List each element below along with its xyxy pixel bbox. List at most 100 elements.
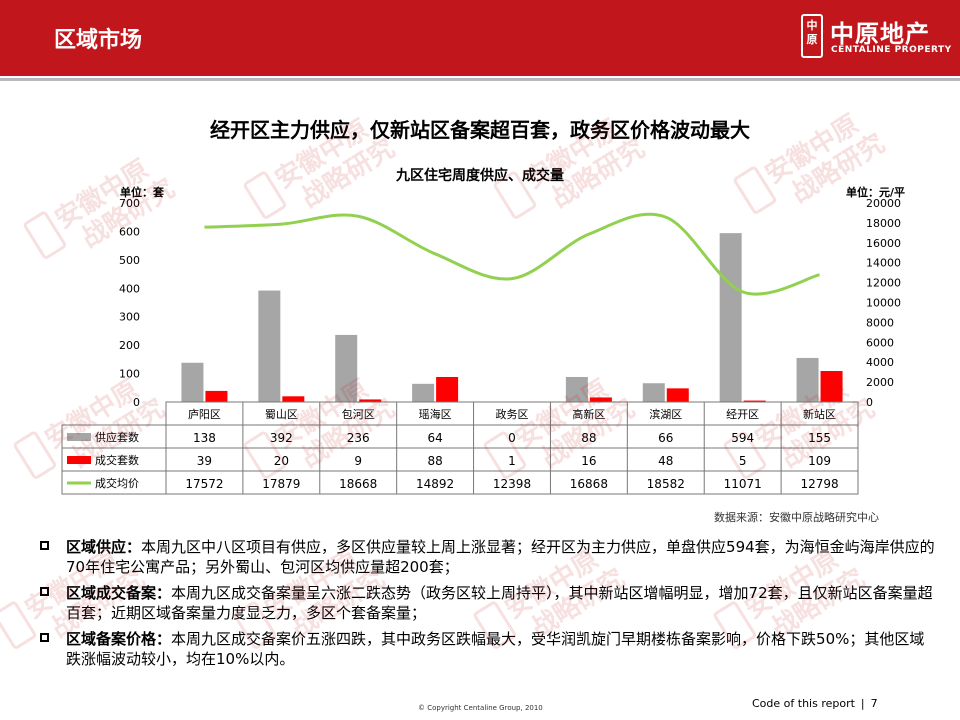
right-axis-tick-label: 20000: [866, 197, 901, 210]
bullet-text: 本周九区中八区项目有供应，多区供应量较上周上涨显著；经开区为主力供应，单盘供应5…: [66, 538, 935, 576]
category-label: 政务区: [496, 407, 529, 421]
header-divider: [0, 78, 960, 81]
table-cell-value: 12798: [800, 477, 838, 491]
bar-transactions: [359, 399, 382, 402]
table-cell-value: 17572: [185, 477, 223, 491]
table-cell-value: 236: [347, 431, 370, 445]
bullet-text: 本周九区成交备案量呈六涨二跌态势（政务区较上周持平），其中新站区增幅明显，增加7…: [66, 584, 933, 622]
right-axis-tick-label: 14000: [866, 257, 901, 270]
bar-supply: [258, 290, 281, 402]
page-number: 7: [870, 697, 878, 710]
table-cell-value: 392: [270, 431, 293, 445]
table-cell-value: 155: [808, 431, 831, 445]
report-code-text: Code of this report: [752, 697, 855, 710]
category-label: 庐阳区: [188, 407, 221, 421]
bar-transactions: [666, 388, 689, 402]
bar-transactions: [820, 371, 843, 402]
table-cell-value: 5: [739, 454, 747, 468]
bar-supply: [642, 383, 665, 402]
right-axis-tick-label: 16000: [866, 237, 901, 250]
category-label: 瑶海区: [419, 407, 452, 421]
bar-transactions: [743, 400, 766, 402]
left-axis-tick-label: 500: [119, 254, 140, 267]
page-title: 区域市场: [54, 28, 143, 53]
bar-supply: [181, 362, 204, 402]
chart-title: 九区住宅周度供应、成交量: [396, 168, 564, 184]
legend-label: 供应套数: [95, 430, 139, 444]
checkbox-bullet-icon: [40, 587, 49, 596]
right-axis-tick-label: 8000: [866, 316, 894, 329]
checkbox-bullet-icon: [40, 633, 49, 642]
left-axis-tick-label: 200: [119, 339, 140, 352]
bullet-transactions: 区域成交备案：本周九区成交备案量呈六涨二跌态势（政务区较上周持平），其中新站区增…: [38, 583, 938, 623]
table-cell-value: 594: [731, 431, 754, 445]
left-axis-tick-label: 100: [119, 368, 140, 381]
table-cell-value: 16868: [570, 477, 608, 491]
right-axis-tick-label: 18000: [866, 217, 901, 230]
right-axis-tick-label: 4000: [866, 356, 894, 369]
category-label: 经开区: [726, 408, 759, 421]
right-axis-tick-label: 12000: [866, 277, 901, 290]
table-cell-value: 17879: [262, 477, 300, 491]
checkbox-bullet-icon: [40, 541, 49, 550]
bullet-price: 区域备案价格：本周九区成交备案价五涨四跌，其中政务区跌幅最大，受华润凯旋门早期楼…: [38, 629, 938, 669]
bullet-label: 区域成交备案：: [66, 584, 172, 602]
bullet-supply: 区域供应：本周九区中八区项目有供应，多区供应量较上周上涨显著；经开区为主力供应，…: [38, 537, 938, 577]
series-line-price: [204, 212, 820, 296]
bar-supply: [565, 376, 588, 402]
legend-swatch: [67, 456, 91, 464]
left-axis-tick-label: 400: [119, 282, 140, 295]
bullet-label: 区域供应：: [66, 538, 142, 556]
table-cell-value: 9: [354, 454, 362, 468]
footer-separator: |: [860, 697, 865, 710]
table-cell-value: 88: [427, 454, 442, 468]
category-label: 包河区: [342, 408, 375, 421]
centaline-logo-icon: 中原: [801, 14, 823, 58]
right-axis-tick-label: 10000: [866, 297, 901, 310]
table-cell-value: 18582: [647, 477, 685, 491]
bullet-list: 区域供应：本周九区中八区项目有供应，多区供应量较上周上涨显著；经开区为主力供应，…: [38, 537, 938, 675]
table-cell-value: 14892: [416, 477, 454, 491]
bar-transactions: [282, 396, 305, 402]
slide-headline: 经开区主力供应，仅新站区备案超百套，政务区价格波动最大: [210, 118, 750, 142]
left-axis-tick-label: 700: [119, 197, 140, 210]
category-label: 蜀山区: [265, 408, 298, 421]
bar-transactions: [436, 376, 459, 402]
bar-transactions: [589, 397, 612, 402]
left-axis-tick-label: 0: [133, 396, 140, 409]
logo-chinese-text: 中原地产: [830, 20, 930, 48]
legend-label: 成交套数: [95, 453, 139, 467]
bar-supply: [335, 334, 358, 402]
legend-swatch: [67, 433, 91, 441]
right-axis-tick-label: 6000: [866, 336, 894, 349]
bar-supply: [719, 233, 742, 402]
right-axis-unit: 单位：元/平: [846, 186, 906, 199]
category-label: 高新区: [572, 407, 605, 421]
right-axis-tick-label: 2000: [866, 376, 894, 389]
table-cell-value: 64: [427, 431, 442, 445]
bar-supply: [796, 357, 819, 402]
right-axis-tick-label: 0: [866, 396, 873, 409]
table-cell-value: 18668: [339, 477, 377, 491]
bar-supply: [412, 383, 435, 402]
logo-english-text: CENTALINE PROPERTY: [831, 45, 952, 55]
table-cell-value: 138: [193, 431, 216, 445]
table-cell-value: 0: [508, 431, 516, 445]
table-cell-value: 66: [658, 431, 673, 445]
legend-label: 成交均价: [95, 476, 139, 490]
category-label: 新站区: [803, 407, 836, 421]
table-cell-value: 48: [658, 454, 673, 468]
table-cell-value: 20: [274, 454, 289, 468]
left-axis-tick-label: 600: [119, 225, 140, 238]
left-axis-tick-label: 300: [119, 311, 140, 324]
table-cell-value: 12398: [493, 477, 531, 491]
table-cell-value: 1: [508, 454, 516, 468]
table-cell-value: 16: [581, 454, 596, 468]
table-cell-value: 39: [197, 454, 212, 468]
footer-report-code: Code of this report | 7: [752, 697, 878, 710]
bullet-label: 区域备案价格：: [66, 630, 172, 648]
bar-transactions: [205, 390, 228, 402]
table-cell-value: 109: [808, 454, 831, 468]
data-source: 数据来源：安徽中原战略研究中心: [714, 511, 879, 524]
